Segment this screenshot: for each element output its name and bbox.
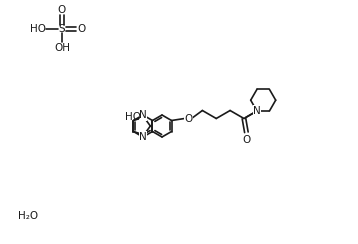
Text: S: S bbox=[59, 24, 65, 34]
Text: HO: HO bbox=[125, 112, 141, 122]
Text: O: O bbox=[242, 135, 251, 145]
Text: HO: HO bbox=[30, 24, 46, 34]
Text: H₂O: H₂O bbox=[18, 211, 38, 221]
Text: O: O bbox=[77, 24, 85, 34]
Text: OH: OH bbox=[54, 43, 70, 53]
Text: N: N bbox=[253, 106, 261, 116]
Text: O: O bbox=[58, 5, 66, 15]
Text: O: O bbox=[184, 113, 193, 123]
Text: N: N bbox=[139, 132, 147, 142]
Text: N: N bbox=[139, 110, 147, 120]
